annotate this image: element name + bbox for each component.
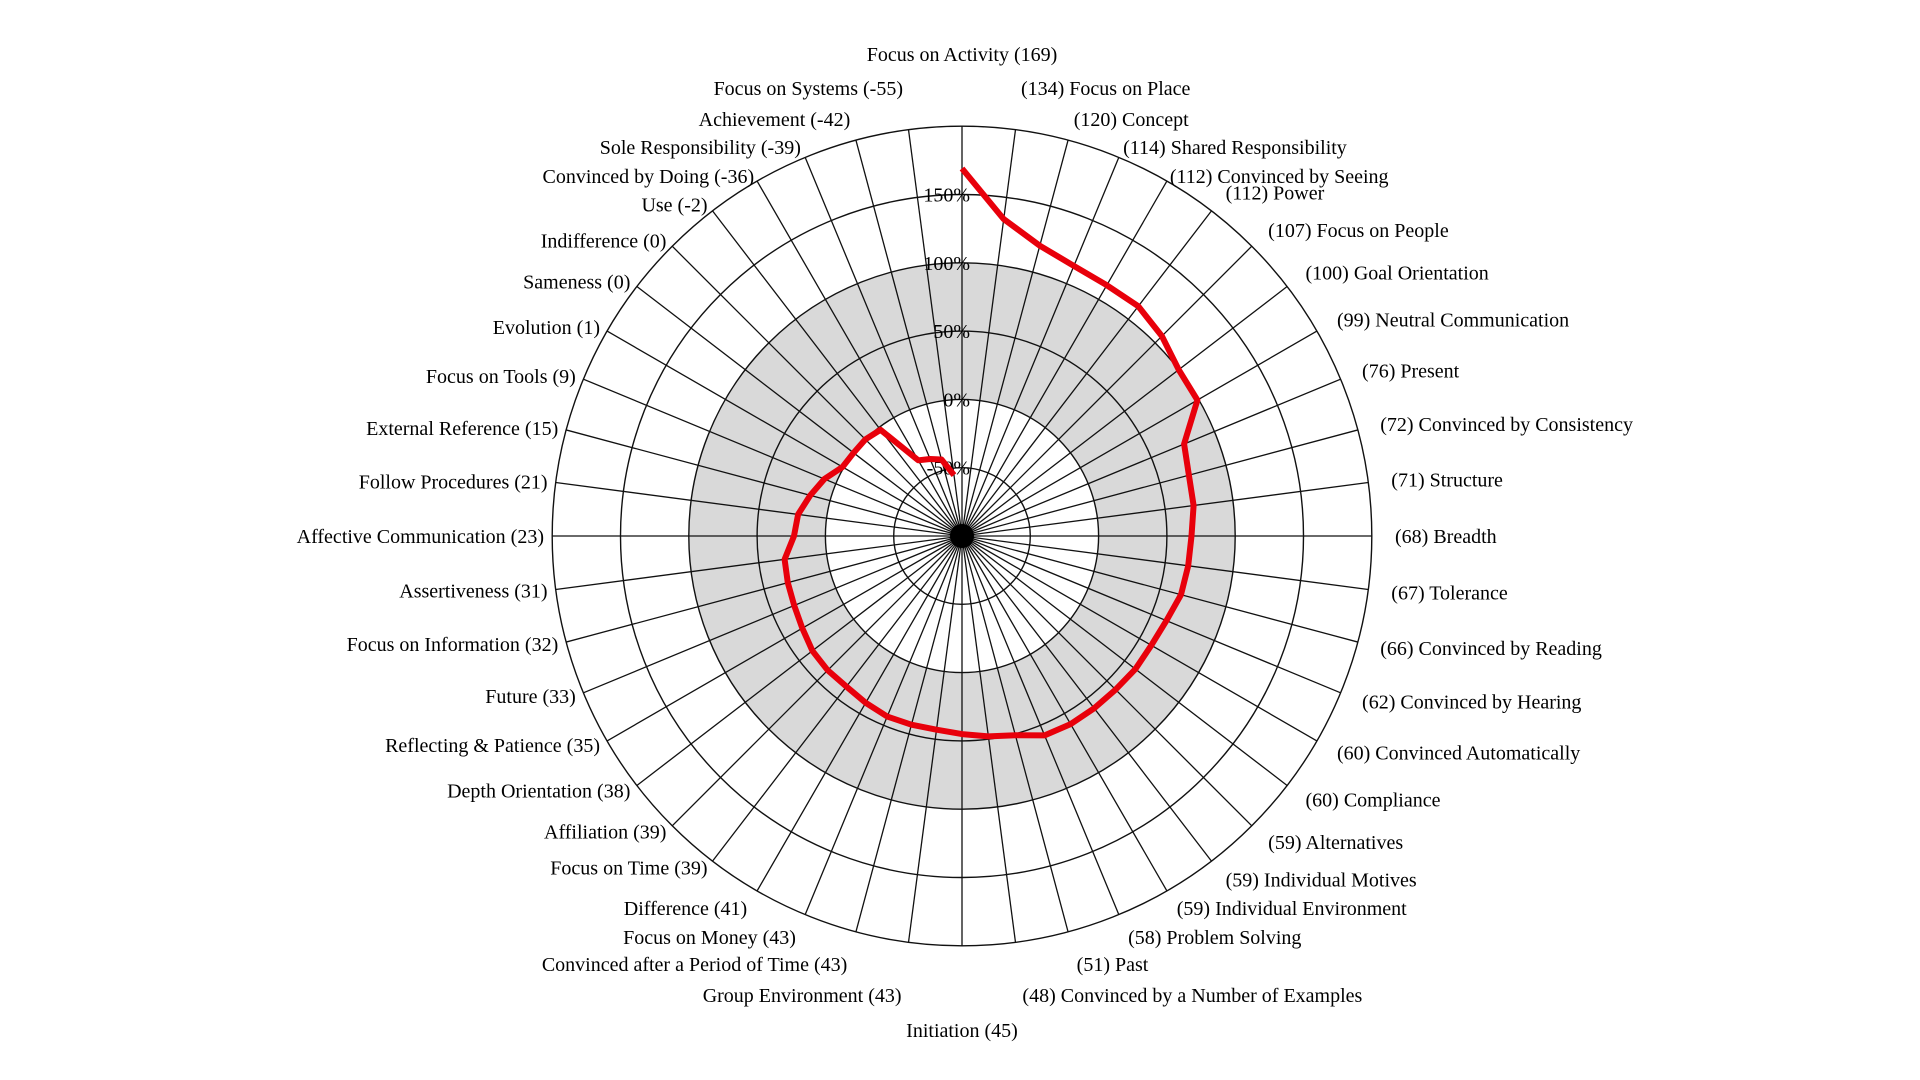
axis-label: Focus on Information (32) (347, 634, 559, 656)
axis-spoke (961, 535, 1212, 862)
axis-spoke (961, 180, 1168, 537)
axis-spoke (804, 535, 963, 915)
axis-label: (114) Shared Responsibility (1123, 137, 1347, 159)
axis-spoke (961, 535, 1120, 915)
axis-spoke (961, 535, 1288, 786)
axis-spoke (804, 157, 963, 537)
axis-label: Depth Orientation (38) (447, 780, 630, 802)
axis-label: (58) Problem Solving (1128, 927, 1301, 949)
axis-label: (59) Individual Environment (1177, 898, 1407, 920)
axis-label: Affiliation (39) (544, 822, 666, 844)
axis-spoke (583, 535, 963, 694)
axis-label: Indifference (0) (541, 230, 667, 252)
axis-spoke (961, 330, 1318, 537)
axis-label: (120) Concept (1074, 109, 1189, 131)
axis-label: (68) Breadth (1395, 526, 1497, 548)
axis-label: (60) Convinced Automatically (1337, 743, 1580, 765)
axis-label: (62) Convinced by Hearing (1362, 692, 1581, 714)
axis-label: Sameness (0) (523, 272, 630, 294)
axis-label: Initiation (45) (906, 1020, 1018, 1042)
axis-label: (99) Neutral Communication (1337, 310, 1569, 332)
axis-label: Focus on Money (43) (623, 927, 796, 949)
axis-label: Assertiveness (31) (399, 581, 547, 603)
axis-spoke (756, 535, 963, 892)
axis-label: Convinced by Doing (-36) (543, 166, 755, 188)
axis-label: Use (-2) (641, 194, 707, 216)
axis-spoke (961, 535, 1253, 827)
axis-spoke (961, 535, 1318, 742)
axis-spoke (961, 481, 1369, 537)
axis-spoke (961, 535, 1369, 591)
axis-label: (59) Individual Motives (1226, 870, 1417, 892)
axis-spoke (636, 535, 963, 786)
axis-spoke (961, 429, 1359, 537)
axis-label: (67) Tolerance (1391, 583, 1508, 605)
axis-spoke (961, 129, 1017, 537)
axis-spoke (907, 535, 963, 943)
axis-spoke (907, 129, 963, 537)
axis-spoke (712, 535, 963, 862)
axis-label: External Reference (15) (366, 418, 558, 440)
axis-label: (59) Alternatives (1268, 832, 1403, 854)
axis-label: Focus on Activity (169) (867, 44, 1058, 66)
radial-tick-label: 0% (943, 389, 970, 411)
axis-label: Follow Procedures (21) (359, 471, 548, 493)
axis-spoke (606, 535, 963, 742)
axis-spoke (961, 286, 1288, 537)
axis-spoke (961, 535, 1168, 892)
axis-spoke (961, 157, 1120, 537)
radial-tick-label: 50% (933, 321, 970, 343)
axis-label: (134) Focus on Place (1021, 78, 1191, 100)
axis-label: Achievement (-42) (699, 109, 851, 131)
axis-spoke (636, 286, 963, 537)
axis-spoke (565, 429, 963, 537)
profile-line (781, 166, 1201, 740)
axis-label: (107) Focus on People (1268, 220, 1449, 242)
radial-tick-label: 150% (923, 185, 970, 207)
axis-label: Group Environment (43) (703, 985, 902, 1007)
axis-spoke (961, 535, 1341, 694)
axis-label: Focus on Tools (9) (426, 366, 576, 388)
axis-label: (112) Convinced by Seeing (1170, 166, 1389, 188)
axis-label: Focus on Time (39) (550, 858, 707, 880)
axis-spoke (855, 535, 963, 933)
axis-label: Convinced after a Period of Time (43) (542, 954, 848, 976)
axis-spoke (583, 378, 963, 537)
axis-label: Evolution (1) (493, 317, 600, 339)
axis-label: (66) Convinced by Reading (1380, 638, 1602, 660)
axis-label: (72) Convinced by Consistency (1380, 414, 1633, 436)
axis-spoke (855, 139, 963, 537)
radial-tick-label: 100% (923, 253, 970, 275)
axis-spoke (961, 535, 1359, 643)
axis-spoke (606, 330, 963, 537)
axis-label: Future (33) (485, 686, 576, 708)
axis-label: Affective Communication (23) (297, 526, 544, 548)
axis-label: Difference (41) (624, 898, 747, 920)
axis-spoke (961, 245, 1253, 537)
axis-spoke (961, 378, 1341, 537)
axis-label: (51) Past (1077, 954, 1149, 976)
axis-spoke (565, 535, 963, 643)
axis-spoke (555, 481, 963, 537)
axis-spoke (712, 210, 963, 537)
axis-label: Reflecting & Patience (35) (385, 735, 600, 757)
axis-label: Focus on Systems (-55) (714, 78, 903, 100)
axis-label: (100) Goal Orientation (1306, 262, 1489, 284)
axis-spoke (756, 180, 963, 537)
center-dot (950, 524, 974, 548)
axis-label: (112) Power (1226, 182, 1325, 204)
axis-label: (71) Structure (1391, 469, 1503, 491)
axis-label: (76) Present (1362, 360, 1460, 382)
axis-label: Sole Responsibility (-39) (600, 137, 801, 159)
axis-spoke (555, 535, 963, 591)
axis-label: (60) Compliance (1306, 790, 1441, 812)
axis-spoke (671, 245, 963, 537)
axis-spoke (671, 535, 963, 827)
axis-spoke (961, 139, 1069, 537)
axis-label: (48) Convinced by a Number of Examples (1022, 985, 1362, 1007)
axis-spoke (961, 210, 1212, 537)
